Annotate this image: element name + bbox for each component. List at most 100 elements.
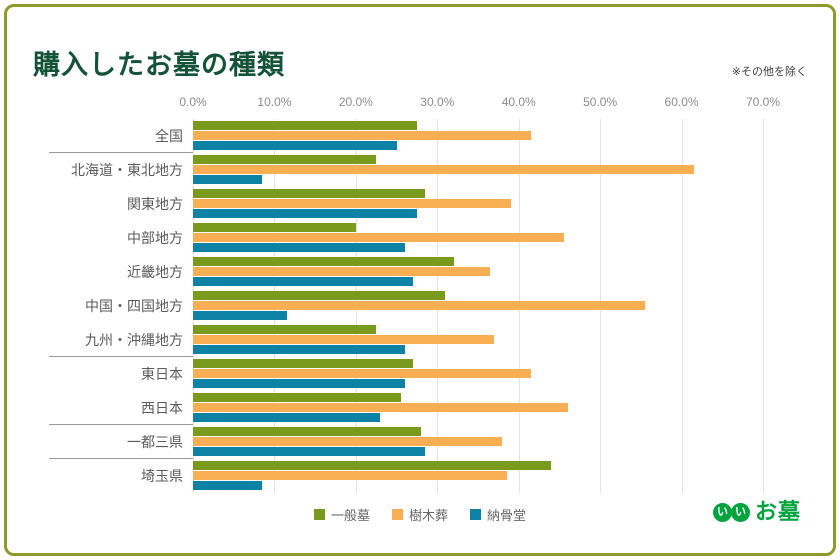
logo-mark-icon: い	[712, 502, 732, 522]
bar-group	[193, 357, 763, 391]
bar-group	[193, 391, 763, 425]
chart-row: 西日本	[33, 391, 807, 425]
axis-tick-label: 50.0%	[583, 95, 618, 109]
bar-group	[193, 425, 763, 459]
axis-tick-label: 10.0%	[257, 95, 292, 109]
bar-樹木葬	[193, 335, 495, 344]
bar-一般墓	[193, 427, 421, 436]
legend-swatch	[391, 509, 403, 520]
chart-row: 一都三県	[33, 425, 807, 459]
bar-一般墓	[193, 155, 377, 164]
bar-group	[193, 323, 763, 357]
logo-mark-icon: い	[730, 502, 750, 522]
logo-text: お墓	[754, 499, 801, 524]
bar-納骨堂	[193, 447, 426, 456]
category-label: 中部地方	[127, 230, 183, 246]
category-label: 一都三県	[127, 434, 183, 450]
header: 購入したお墓の種類 ※その他を除く	[33, 29, 807, 81]
bar-一般墓	[193, 257, 454, 266]
x-axis: 0.0% 10.0% 20.0% 30.0% 40.0% 50.0% 60.0% 70.0%	[179, 95, 780, 115]
axis-tick-label: 40.0%	[501, 95, 536, 109]
chart-row: 埼玉県	[33, 459, 807, 493]
axis-tick-label: 0.0%	[179, 95, 207, 109]
bar-一般墓	[193, 325, 377, 334]
chart-row: 中国・四国地方	[33, 289, 807, 323]
legend-label: 樹木葬	[408, 508, 448, 523]
bar-group	[193, 187, 763, 221]
bar-納骨堂	[193, 141, 397, 150]
chart-row: 北海道・東北地方	[33, 153, 807, 187]
legend: 一般墓 樹木葬 納骨堂	[33, 505, 807, 524]
bar-樹木葬	[193, 301, 645, 310]
bar-一般墓	[193, 291, 446, 300]
legend-swatch	[470, 509, 481, 520]
chart-row: 東日本	[33, 357, 807, 391]
axis-tick-label: 60.0%	[664, 95, 699, 109]
bar-納骨堂	[193, 175, 263, 184]
category-label: 北海道・東北地方	[71, 162, 183, 178]
gridline	[763, 119, 764, 493]
category-label: 関東地方	[127, 196, 183, 212]
bar-納骨堂	[193, 209, 417, 218]
bar-一般墓	[193, 121, 417, 130]
bar-group	[193, 119, 763, 153]
bar-納骨堂	[193, 481, 263, 490]
group-separator	[49, 152, 193, 153]
axis-tick-label: 20.0%	[338, 95, 373, 109]
group-separator	[49, 458, 193, 459]
category-label: 東日本	[141, 366, 183, 382]
category-label: 中国・四国地方	[85, 298, 183, 314]
bar-樹木葬	[193, 403, 568, 412]
bar-group	[193, 459, 763, 493]
chart-row: 九州・沖縄地方	[33, 323, 807, 357]
category-label: 埼玉県	[141, 468, 183, 484]
category-label: 近畿地方	[127, 264, 183, 280]
gridline	[681, 119, 683, 493]
page-title: 購入したお墓の種類	[33, 49, 285, 80]
bar-一般墓	[193, 359, 413, 368]
bar-樹木葬	[193, 131, 531, 140]
bar-納骨堂	[193, 345, 405, 354]
legend-item: 樹木葬	[391, 505, 448, 524]
bar-group	[193, 153, 763, 187]
bar-一般墓	[193, 393, 401, 402]
legend-label: 納骨堂	[487, 508, 527, 523]
chart-area: 全国北海道・東北地方関東地方中部地方近畿地方中国・四国地方 九州・沖縄地方東日本西…	[33, 119, 807, 493]
bar-樹木葬	[193, 233, 564, 242]
footnote: ※その他を除く	[731, 66, 807, 78]
bar-樹木葬	[193, 471, 507, 480]
bar-一般墓	[193, 189, 426, 198]
chart-row: 中部地方	[33, 221, 807, 255]
group-separator	[49, 356, 193, 357]
bar-樹木葬	[193, 267, 491, 276]
chart-rows: 全国北海道・東北地方関東地方中部地方近畿地方中国・四国地方 九州・沖縄地方東日本西…	[33, 119, 807, 493]
legend-swatch	[313, 509, 325, 520]
group-separator	[49, 424, 193, 425]
bar-一般墓	[193, 223, 356, 232]
legend-item: 納骨堂	[470, 505, 526, 524]
category-label: 全国	[155, 128, 183, 144]
brand-logo: い い お墓	[712, 499, 801, 524]
axis-tick-label: 30.0%	[420, 95, 455, 109]
bar-納骨堂	[193, 413, 381, 422]
bar-樹木葬	[193, 199, 511, 208]
bar-一般墓	[193, 461, 552, 470]
bar-group	[193, 289, 763, 323]
footer: 一般墓 樹木葬 納骨堂 い い お墓	[33, 499, 807, 533]
chart-row: 全国	[33, 119, 807, 153]
bar-納骨堂	[193, 277, 413, 286]
chart-card: 購入したお墓の種類 ※その他を除く 0.0% 10.0% 20.0% 30.0% 40.…	[4, 4, 836, 556]
bar-納骨堂	[193, 311, 287, 320]
bar-group	[193, 221, 763, 255]
bar-樹木葬	[193, 165, 694, 174]
chart-row: 関東地方	[33, 187, 807, 221]
bar-group	[193, 255, 763, 289]
bar-納骨堂	[193, 243, 405, 252]
legend-label: 一般墓	[330, 508, 370, 523]
bar-樹木葬	[193, 369, 531, 378]
bar-樹木葬	[193, 437, 503, 446]
legend-item: 一般墓	[313, 505, 370, 524]
category-label: 九州・沖縄地方	[85, 332, 183, 348]
bar-納骨堂	[193, 379, 405, 388]
category-label: 西日本	[141, 400, 183, 416]
